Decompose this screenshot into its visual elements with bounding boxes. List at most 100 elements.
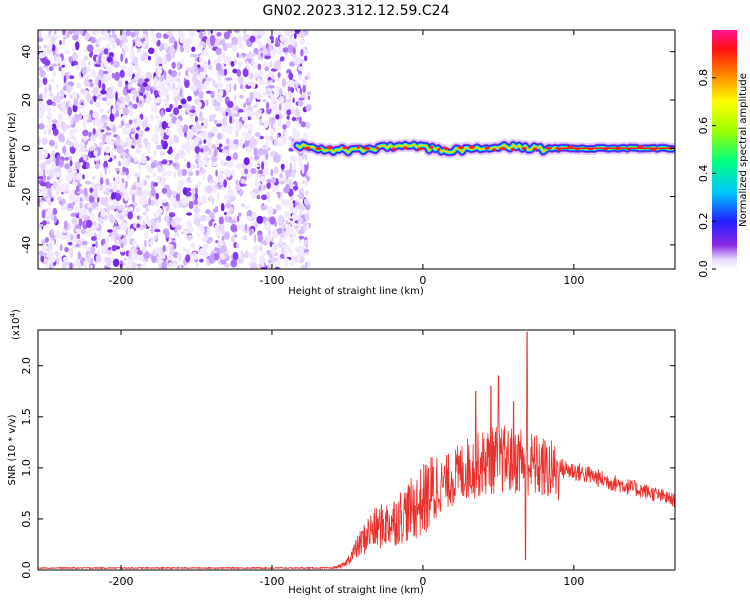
noise-blob (38, 99, 43, 104)
noise-blob (294, 206, 298, 214)
noise-blob (89, 264, 94, 269)
noise-blob (41, 188, 48, 196)
figure-title: GN02.2023.312.12.59.C24 (263, 3, 450, 19)
noise-blob (198, 90, 204, 100)
noise-blob (39, 223, 44, 228)
noise-blob (241, 203, 245, 207)
noise-blob (289, 162, 293, 169)
noise-blob (242, 68, 249, 78)
noise-blob (129, 188, 133, 196)
noise-blob (100, 56, 108, 63)
noise-blob (171, 191, 177, 195)
noise-blob (46, 197, 51, 203)
noise-blob (102, 76, 108, 83)
noise-blob (292, 97, 295, 104)
noise-blob (58, 133, 65, 142)
noise-blob (116, 144, 123, 154)
snr-y-label: SNR (10 * v/v) (7, 414, 18, 485)
noise-blob (188, 171, 194, 176)
noise-blob (232, 44, 238, 52)
noise-blob (42, 77, 48, 85)
noise-blob (274, 266, 281, 269)
noise-blob (304, 75, 309, 81)
noise-blob (236, 215, 240, 222)
noise-blob (130, 53, 136, 59)
noise-blob (71, 217, 78, 225)
noise-blob (191, 84, 198, 92)
noise-blob (149, 155, 154, 163)
noise-blob (243, 124, 248, 129)
noise-blob (74, 228, 81, 232)
noise-blob (133, 118, 139, 124)
noise-blob (206, 184, 213, 194)
noise-blob (162, 55, 167, 65)
noise-blob (223, 145, 230, 151)
noise-blob (48, 246, 52, 255)
noise-blob (92, 111, 99, 119)
noise-blob (81, 240, 88, 246)
noise-blob (43, 128, 47, 135)
noise-blob (68, 156, 73, 161)
noise-blob (92, 176, 96, 180)
noise-blob (290, 87, 295, 93)
noise-blob (168, 69, 172, 75)
noise-blob (230, 112, 236, 118)
noise-blob (142, 81, 148, 87)
noise-blob (114, 138, 120, 147)
noise-blob (261, 194, 267, 201)
noise-blob (90, 136, 96, 142)
noise-blob (38, 66, 43, 72)
noise-blob (80, 228, 87, 235)
noise-blob (166, 94, 170, 101)
signal-peak (356, 145, 360, 149)
noise-blob (292, 185, 299, 191)
noise-blob (93, 156, 101, 162)
x-tick-label: 0 (419, 274, 426, 287)
y-tick-label: 0.5 (20, 510, 33, 528)
signal-peak (484, 146, 490, 150)
noise-blob (262, 167, 269, 176)
noise-blob (50, 197, 54, 202)
x-tick-label: -200 (109, 274, 134, 287)
noise-blob (165, 247, 169, 252)
noise-blob (159, 75, 164, 83)
noise-blob (214, 224, 218, 234)
noise-blob (62, 145, 67, 154)
noise-blob (279, 237, 283, 245)
noise-blob (141, 245, 147, 254)
noise-blob (298, 30, 306, 39)
noise-blob (244, 132, 251, 141)
noise-blob (275, 37, 279, 45)
noise-blob (124, 95, 131, 102)
noise-blob (195, 203, 199, 212)
noise-blob (254, 132, 261, 137)
noise-blob (48, 139, 55, 147)
noise-blob (206, 227, 212, 232)
noise-blob (263, 61, 270, 69)
noise-blob (261, 161, 265, 171)
noise-blob (102, 70, 109, 75)
noise-blob (209, 34, 216, 44)
noise-blob (42, 174, 47, 183)
noise-blob (61, 61, 65, 65)
noise-blob (178, 179, 185, 188)
noise-blob (256, 215, 264, 224)
noise-blob (86, 246, 91, 252)
noise-blob (250, 222, 255, 226)
noise-blob (286, 99, 292, 103)
noise-blob (232, 68, 238, 74)
noise-blob (278, 214, 284, 223)
noise-blob (172, 82, 176, 91)
noise-blob (284, 103, 291, 110)
noise-blob (191, 75, 199, 84)
snr-x-label: Height of straight line (km) (288, 585, 424, 596)
noise-blob (60, 121, 66, 131)
noise-blob (151, 104, 158, 113)
noise-blob (55, 257, 60, 266)
y-tick-label: 1.0 (20, 459, 33, 477)
noise-blob (234, 59, 237, 63)
noise-blob (275, 59, 281, 69)
noise-blob (153, 212, 159, 218)
noise-blob (115, 91, 118, 101)
noise-blob (221, 235, 225, 241)
